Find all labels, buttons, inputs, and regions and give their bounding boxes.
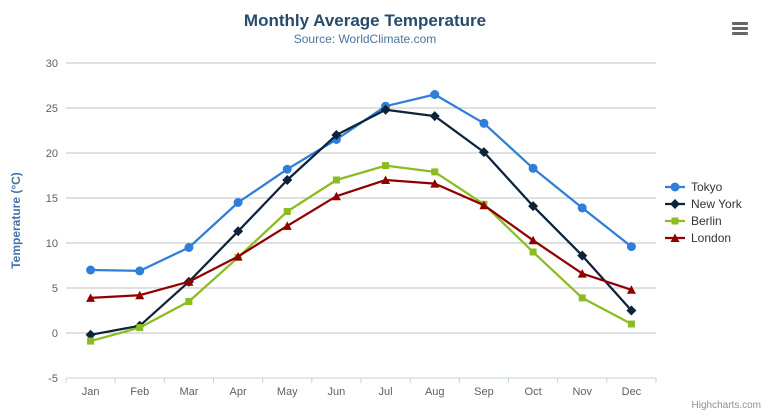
legend-item-new-york[interactable]: New York — [664, 197, 742, 211]
data-point-marker[interactable] — [185, 298, 193, 305]
circle-series-icon — [665, 182, 685, 192]
x-axis-label: Feb — [130, 386, 149, 398]
data-point-marker[interactable] — [577, 203, 587, 213]
series-tokyo[interactable] — [86, 90, 636, 276]
y-axis-label: 25 — [46, 103, 58, 115]
data-point-marker[interactable] — [577, 269, 587, 278]
data-point-marker[interactable] — [282, 175, 293, 185]
legend-label: New York — [691, 197, 742, 211]
data-point-marker[interactable] — [282, 164, 292, 174]
diamond-series-icon — [665, 199, 685, 209]
data-point-marker[interactable] — [86, 293, 96, 302]
data-point-marker[interactable] — [136, 324, 144, 332]
data-point-marker[interactable] — [135, 290, 145, 300]
y-axis-label: 15 — [46, 193, 58, 205]
data-point-marker[interactable] — [528, 235, 538, 245]
series-new-york[interactable] — [85, 104, 637, 340]
legend-label: Berlin — [691, 214, 722, 228]
y-axis-label: -5 — [48, 373, 58, 385]
data-point-marker[interactable] — [528, 163, 538, 173]
y-axis-label: 5 — [52, 283, 58, 295]
series-line-berlin[interactable] — [89, 164, 633, 343]
data-point-marker[interactable] — [135, 266, 145, 276]
x-axis-label: May — [277, 386, 298, 398]
x-axis-label: Nov — [572, 386, 592, 398]
data-point-marker[interactable] — [479, 118, 489, 128]
triangle-series-icon — [665, 233, 685, 242]
x-axis-label: Jan — [82, 386, 100, 398]
x-axis-label: Oct — [525, 386, 542, 398]
x-axis-label: Apr — [230, 386, 247, 398]
legend-label: Tokyo — [691, 180, 723, 194]
data-point-marker[interactable] — [431, 168, 439, 176]
data-point-marker[interactable] — [283, 208, 291, 215]
data-point-marker[interactable] — [627, 320, 635, 328]
y-axis-title: Temperature (°C) — [9, 172, 23, 269]
burger-bar — [732, 32, 748, 35]
data-point-marker[interactable] — [577, 250, 588, 261]
data-point-marker[interactable] — [529, 248, 537, 256]
data-point-marker[interactable] — [184, 243, 194, 252]
burger-bar — [732, 22, 748, 25]
data-point-marker[interactable] — [429, 111, 440, 122]
data-point-marker[interactable] — [430, 90, 440, 99]
export-menu-icon[interactable] — [732, 22, 748, 36]
data-point-marker[interactable] — [87, 337, 95, 345]
x-axis-label: Mar — [179, 386, 198, 398]
data-point-marker[interactable] — [382, 162, 390, 170]
series-line-london[interactable] — [89, 178, 633, 300]
data-point-marker[interactable] — [380, 104, 391, 115]
legend-item-london[interactable]: London — [664, 231, 742, 245]
series-line-new-york[interactable] — [89, 108, 633, 336]
y-axis-label: 0 — [52, 328, 58, 340]
data-point-marker[interactable] — [381, 175, 391, 185]
data-point-marker[interactable] — [626, 305, 637, 316]
data-point-marker[interactable] — [479, 200, 489, 210]
data-point-marker[interactable] — [331, 191, 341, 201]
x-axis-label: Aug — [425, 386, 445, 398]
legend-item-tokyo[interactable]: Tokyo — [664, 180, 742, 194]
square-series-icon — [665, 217, 685, 225]
data-point-marker[interactable] — [233, 226, 244, 237]
data-point-marker[interactable] — [578, 294, 586, 302]
x-axis-label: Dec — [622, 386, 642, 398]
data-point-marker[interactable] — [282, 221, 292, 230]
y-axis-label: 30 — [46, 58, 58, 70]
y-axis-label: 20 — [46, 148, 58, 160]
series-line-tokyo[interactable] — [89, 93, 633, 273]
y-axis-label: 10 — [46, 238, 58, 250]
legend: Tokyo New York Berlin London — [664, 180, 742, 245]
legend-label: London — [691, 231, 732, 245]
data-point-marker[interactable] — [478, 147, 489, 158]
x-axis-label: Jul — [379, 386, 393, 398]
data-point-marker[interactable] — [184, 277, 194, 286]
data-point-marker[interactable] — [233, 198, 243, 207]
data-point-marker[interactable] — [626, 242, 636, 252]
legend-item-berlin[interactable]: Berlin — [664, 214, 742, 228]
data-point-marker[interactable] — [528, 201, 539, 212]
burger-bar — [732, 27, 748, 30]
data-point-marker[interactable] — [233, 252, 243, 261]
data-point-marker[interactable] — [332, 176, 340, 184]
series-london[interactable] — [86, 175, 636, 302]
chart-title: Monthly Average Temperature — [243, 11, 487, 30]
data-point-marker[interactable] — [331, 130, 342, 140]
chart-subtitle: Source: WorldClimate.com — [293, 32, 437, 46]
data-point-marker[interactable] — [430, 179, 440, 188]
x-axis-label: Jun — [328, 386, 346, 398]
x-axis-label: Sep — [474, 386, 494, 398]
data-point-marker[interactable] — [626, 285, 636, 294]
data-point-marker[interactable] — [86, 265, 96, 275]
credits-link[interactable]: Highcharts.com — [691, 400, 761, 411]
data-point-marker[interactable] — [85, 329, 96, 340]
